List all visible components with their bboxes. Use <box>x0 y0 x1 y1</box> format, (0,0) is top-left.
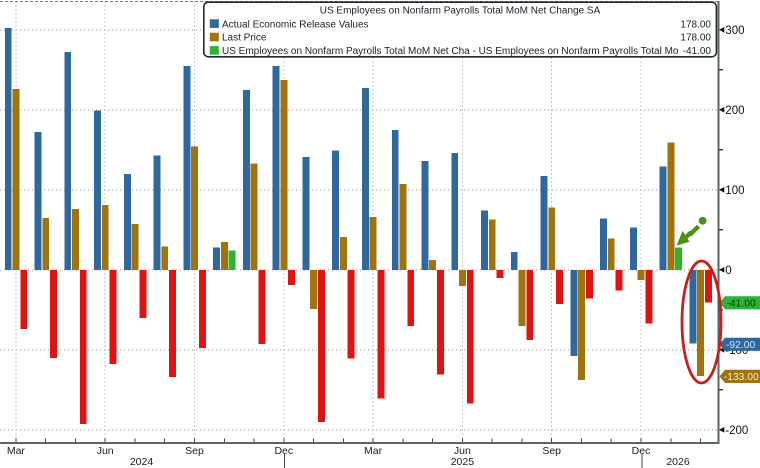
svg-text:Dec: Dec <box>274 445 293 457</box>
svg-text:Actual Economic Release Values: Actual Economic Release Values <box>222 19 369 30</box>
svg-text:Jun: Jun <box>97 445 114 457</box>
svg-text:200: 200 <box>725 105 744 117</box>
svg-text:178.00: 178.00 <box>680 19 711 30</box>
svg-text:-92.00: -92.00 <box>726 340 755 351</box>
svg-text:Sep: Sep <box>542 445 561 457</box>
svg-text:US Employees on Nonfarm Payrol: US Employees on Nonfarm Payrolls Total M… <box>222 46 679 57</box>
svg-text:100: 100 <box>725 185 744 197</box>
svg-text:-133.00: -133.00 <box>724 372 759 383</box>
svg-text:Last Price: Last Price <box>222 33 267 44</box>
svg-text:Dec: Dec <box>632 445 651 457</box>
svg-text:Jun: Jun <box>454 445 471 457</box>
svg-text:-41.00: -41.00 <box>727 299 756 310</box>
svg-text:-200: -200 <box>725 425 748 437</box>
svg-text:US Employees on Nonfarm Payrol: US Employees on Nonfarm Payrolls Total M… <box>320 6 601 17</box>
svg-text:2025: 2025 <box>451 456 475 468</box>
svg-text:Sep: Sep <box>185 445 204 457</box>
svg-text:2026: 2026 <box>666 456 690 468</box>
svg-text:Mar: Mar <box>7 445 26 457</box>
svg-text:2024: 2024 <box>130 456 154 468</box>
svg-text:Mar: Mar <box>364 445 383 457</box>
svg-text:0: 0 <box>725 265 731 277</box>
svg-text:300: 300 <box>725 25 744 37</box>
svg-text:178.00: 178.00 <box>680 33 711 44</box>
svg-text:-41.00: -41.00 <box>683 46 712 57</box>
